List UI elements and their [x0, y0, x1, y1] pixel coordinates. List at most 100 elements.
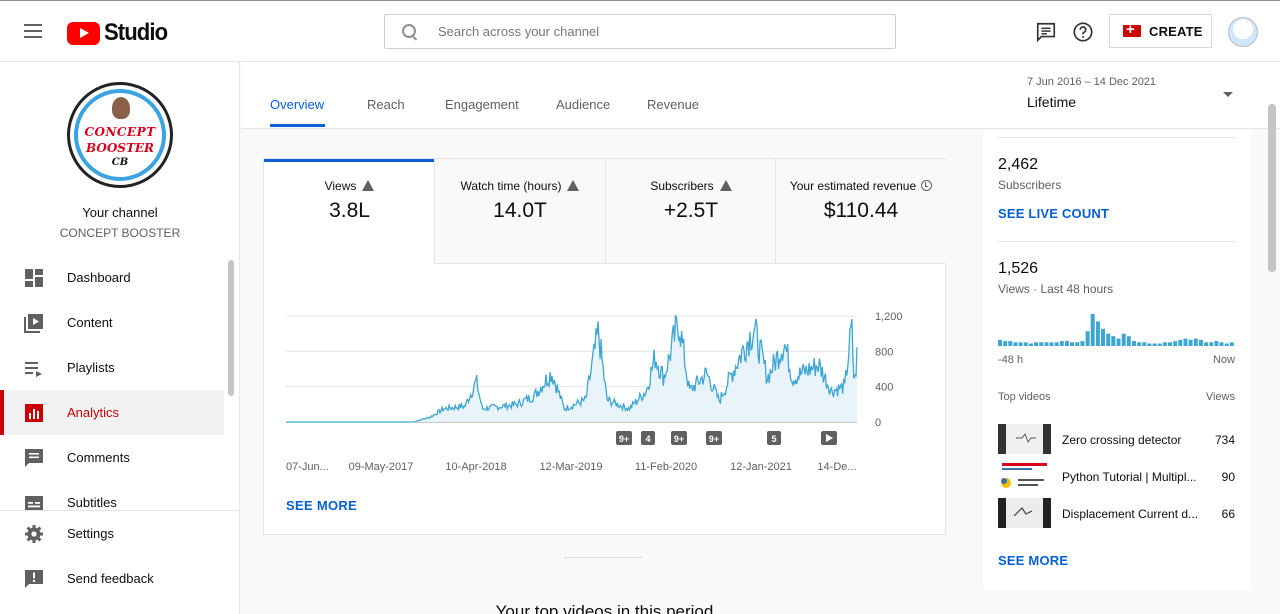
avatar[interactable]	[1228, 17, 1258, 47]
realtime-bar[interactable]	[1003, 341, 1008, 346]
tab-engagement[interactable]: Engagement	[445, 97, 519, 112]
realtime-bar[interactable]	[1075, 342, 1080, 346]
tab-reach[interactable]: Reach	[367, 97, 405, 112]
metric-watch-time[interactable]: Watch time (hours) 14.0T	[434, 159, 605, 264]
realtime-bar[interactable]	[1178, 339, 1183, 346]
realtime-bar[interactable]	[1039, 342, 1044, 346]
realtime-bar-chart[interactable]	[998, 306, 1235, 346]
video-marker[interactable]: 4	[641, 431, 655, 445]
realtime-bar[interactable]	[1070, 342, 1075, 346]
search-input[interactable]	[438, 24, 878, 39]
metric-revenue[interactable]: Your estimated revenue $110.44	[775, 159, 946, 264]
video-marker[interactable]: 9+	[671, 431, 687, 445]
y-tick-label: 400	[875, 382, 893, 394]
realtime-bar[interactable]	[1162, 342, 1167, 346]
search-icon	[402, 23, 418, 40]
realtime-bar[interactable]	[1193, 338, 1198, 346]
date-range[interactable]: 7 Jun 2016 – 14 Dec 2021	[1027, 76, 1157, 88]
feedback-icon[interactable]	[1035, 21, 1057, 43]
play-marker[interactable]	[821, 431, 837, 445]
list-item[interactable]: Zero crossing detector 734	[998, 424, 1235, 456]
realtime-bar[interactable]	[1214, 341, 1219, 346]
video-marker[interactable]: 9+	[616, 431, 632, 445]
sidebar-item-dashboard[interactable]: Dashboard	[0, 255, 224, 300]
views-chart[interactable]: 1,200 800 400 0 9+ 4 9+ 9+ 5 07-Jun... 09-May-2017…	[264, 289, 945, 489]
realtime-bar[interactable]	[1147, 343, 1152, 347]
realtime-bar[interactable]	[1224, 343, 1229, 347]
see-live-count-button[interactable]: SEE LIVE COUNT	[998, 206, 1110, 221]
sidebar-item-subtitles[interactable]: Subtitles	[0, 480, 224, 525]
realtime-bar[interactable]	[1132, 341, 1136, 346]
tab-audience[interactable]: Audience	[556, 97, 611, 112]
metric-label-row: Your estimated revenue	[776, 179, 946, 193]
realtime-bar[interactable]	[1008, 341, 1013, 346]
realtime-bar[interactable]	[1065, 341, 1069, 346]
realtime-bar[interactable]	[1023, 342, 1028, 346]
realtime-bar[interactable]	[1209, 342, 1214, 346]
chevron-down-icon[interactable]	[1223, 92, 1233, 97]
search-box[interactable]	[384, 14, 896, 49]
realtime-bar[interactable]	[1142, 342, 1147, 346]
sidebar-scrollbar[interactable]	[228, 260, 234, 396]
realtime-bar[interactable]	[1198, 339, 1203, 346]
sidebar-item-label: Dashboard	[67, 270, 131, 285]
menu-icon[interactable]	[24, 24, 42, 38]
realtime-bar[interactable]	[1059, 341, 1064, 346]
sidebar-item-settings[interactable]: Settings	[0, 511, 239, 556]
top-videos-heading: Your top videos in this period	[495, 602, 714, 614]
realtime-bar[interactable]	[1157, 343, 1162, 347]
tab-revenue[interactable]: Revenue	[647, 97, 700, 112]
metric-views[interactable]: Views 3.8L	[264, 159, 435, 264]
tab-overview[interactable]: Overview	[270, 97, 325, 112]
studio-logo[interactable]: Studio	[67, 19, 173, 47]
sidebar-item-playlists[interactable]: Playlists	[0, 345, 224, 390]
create-button[interactable]: CREATE	[1109, 14, 1212, 48]
realtime-bar[interactable]	[1152, 343, 1157, 347]
see-more-button[interactable]: SEE MORE	[286, 498, 358, 513]
realtime-bar[interactable]	[998, 339, 1002, 346]
sidebar-item-analytics[interactable]: Analytics	[0, 390, 224, 435]
realtime-bar[interactable]	[1049, 342, 1054, 346]
realtime-bar[interactable]	[1111, 336, 1116, 346]
main-scrollbar[interactable]	[1268, 104, 1276, 272]
realtime-bar[interactable]	[1034, 342, 1039, 346]
realtime-bar[interactable]	[1116, 338, 1121, 346]
axis-end-label: Now	[1212, 354, 1235, 366]
realtime-bar[interactable]	[1168, 342, 1172, 346]
realtime-bar[interactable]	[1188, 339, 1193, 346]
realtime-bar[interactable]	[1106, 333, 1111, 346]
realtime-bar[interactable]	[1090, 314, 1095, 346]
channel-avatar[interactable]: CONCEPT BOOSTER CB	[67, 82, 173, 188]
realtime-bar[interactable]	[1044, 342, 1049, 346]
realtime-bar[interactable]	[1013, 342, 1018, 346]
date-period[interactable]: Lifetime	[1027, 94, 1077, 110]
sidebar-item-send-feedback[interactable]: Send feedback	[0, 556, 239, 601]
sidebar-item-comments[interactable]: Comments	[0, 435, 224, 480]
series-line[interactable]	[286, 314, 858, 423]
realtime-bar[interactable]	[1121, 333, 1126, 346]
list-item[interactable]: Displacement Current d... 66	[998, 498, 1235, 530]
realtime-bar[interactable]	[1028, 343, 1033, 347]
video-marker[interactable]: 9+	[706, 431, 722, 445]
realtime-bar[interactable]	[1095, 321, 1100, 346]
help-icon[interactable]	[1072, 21, 1094, 43]
realtime-bar[interactable]	[1137, 342, 1142, 346]
realtime-bar[interactable]	[1054, 342, 1059, 346]
video-marker[interactable]: 5	[767, 431, 781, 445]
analytics-icon	[25, 403, 43, 422]
realtime-bar[interactable]	[1229, 342, 1234, 346]
realtime-bar[interactable]	[1018, 342, 1023, 346]
realtime-bar[interactable]	[1183, 338, 1188, 346]
metric-subscribers[interactable]: Subscribers +2.5T	[605, 159, 776, 264]
realtime-bar[interactable]	[1204, 342, 1209, 346]
realtime-bar[interactable]	[1126, 336, 1131, 346]
list-item[interactable]: Python Tutorial | Multipl... 90	[998, 461, 1235, 493]
metric-label: Subscribers	[650, 179, 714, 193]
realtime-bar[interactable]	[1173, 341, 1178, 346]
sidebar-item-content[interactable]: Content	[0, 300, 224, 345]
realtime-bar[interactable]	[1080, 341, 1085, 346]
realtime-bar[interactable]	[1101, 328, 1105, 346]
realtime-bar[interactable]	[1219, 342, 1224, 346]
see-more-videos-button[interactable]: SEE MORE	[998, 553, 1069, 568]
realtime-bar[interactable]	[1085, 331, 1090, 346]
